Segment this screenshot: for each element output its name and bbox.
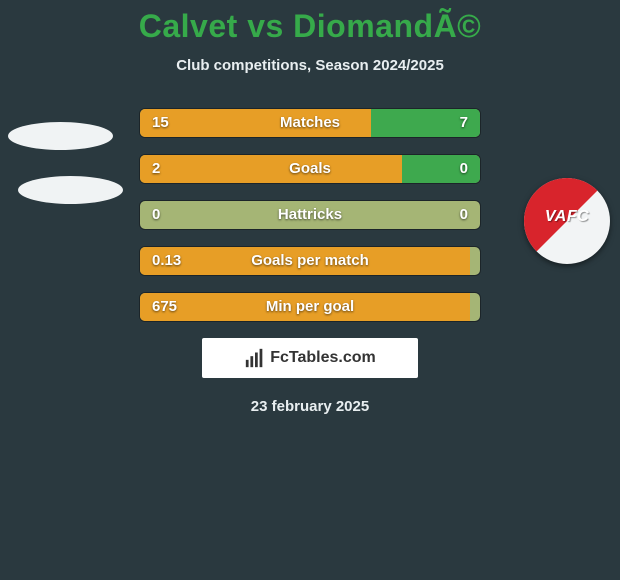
metric-row: Matches15 7 — [139, 108, 481, 138]
metric-value-left: 0 — [152, 201, 160, 229]
right-club-badge: VAFC — [524, 178, 610, 264]
metric-label: Goals — [140, 155, 480, 183]
metric-row: Hattricks0 0 — [139, 200, 481, 230]
metric-row: Goals per match0.13 — [139, 246, 481, 276]
chart-icon — [244, 347, 266, 369]
left-badge-placeholder-a — [8, 122, 113, 150]
metric-value-right: 0 — [460, 201, 468, 229]
date-line: 23 february 2025 — [0, 398, 620, 415]
metric-label: Goals per match — [140, 247, 480, 275]
metric-row: Goals2 0 — [139, 154, 481, 184]
brand-name: FcTables.com — [270, 349, 376, 367]
metric-value-left: 15 — [152, 109, 169, 137]
metric-row: Min per goal675 — [139, 292, 481, 322]
page-title: Calvet vs DiomandÃ© — [0, 0, 620, 45]
metric-value-left: 0.13 — [152, 247, 181, 275]
metric-value-right: 0 — [460, 155, 468, 183]
metric-label: Hattricks — [140, 201, 480, 229]
brand-box: FcTables.com — [202, 338, 418, 378]
subtitle: Club competitions, Season 2024/2025 — [0, 57, 620, 74]
metric-label: Min per goal — [140, 293, 480, 321]
metric-value-left: 675 — [152, 293, 177, 321]
metric-label: Matches — [140, 109, 480, 137]
badge-text: VAFC — [524, 208, 610, 226]
metric-value-left: 2 — [152, 155, 160, 183]
left-badge-placeholder-b — [18, 176, 123, 204]
metric-value-right: 7 — [460, 109, 468, 137]
